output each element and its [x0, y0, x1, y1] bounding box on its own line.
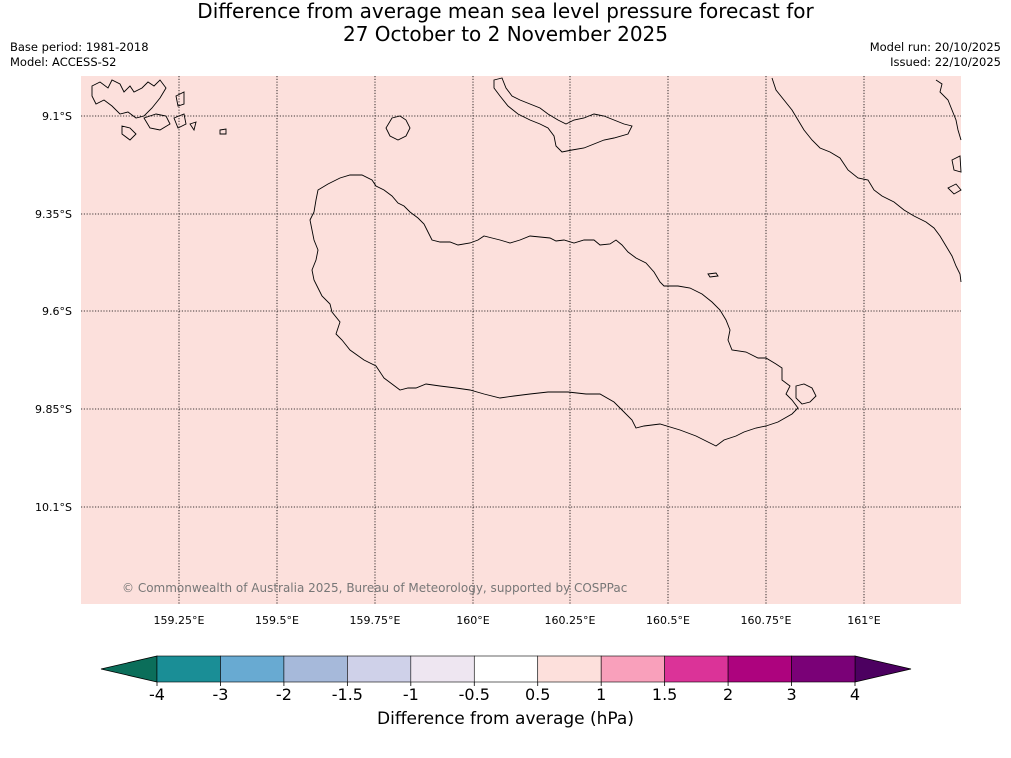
- colorbar-tick-label: -1.5: [332, 685, 363, 704]
- coastline-islet-nw-2: [143, 113, 171, 131]
- base-period: Base period: 1981-2018: [10, 40, 149, 54]
- coastline-savo: [385, 115, 411, 141]
- coastline-northwest-islands: [91, 79, 167, 119]
- lat-label: 10.1°S: [35, 501, 72, 514]
- colorbar-tick-label: -1: [403, 685, 419, 704]
- colorbar-tick-label: 2: [723, 685, 733, 704]
- colorbar-segment: [220, 655, 285, 683]
- coastline-malaita-east-3: [947, 183, 962, 195]
- lat-label: 9.35°S: [35, 208, 72, 221]
- coastline-islet-nw-4: [175, 91, 185, 107]
- coastline-islet-nw-3: [173, 113, 187, 129]
- meta-right: Model run: 20/10/2025 Issued: 22/10/2025: [870, 40, 1001, 70]
- longitude-labels: 159.25°E 159.5°E 159.75°E 160°E 160.25°E 160.…: [154, 614, 881, 627]
- lon-label: 160°E: [456, 614, 489, 627]
- chart-title: Difference from average mean sea level p…: [0, 0, 1011, 46]
- title-line-2: 27 October to 2 November 2025: [342, 22, 669, 46]
- lon-label: 159.25°E: [154, 614, 205, 627]
- colorbar: [100, 655, 912, 686]
- coastline-islet-nw-1: [121, 125, 137, 141]
- coastline-malaita: [771, 77, 962, 283]
- colorbar-segment: [283, 655, 348, 683]
- coastline-islet-nw-6: [219, 128, 227, 135]
- coastline-guadalcanal: [309, 174, 799, 447]
- colorbar-tick-label: -4: [149, 685, 165, 704]
- coastline-malaita-east-2: [951, 155, 962, 173]
- colorbar-tick-label: -0.5: [459, 685, 490, 704]
- coastline-malaita-east: [935, 79, 962, 141]
- lon-label: 160.25°E: [545, 614, 596, 627]
- coastline-islet: [707, 272, 719, 278]
- colorbar-tick-label: -2: [276, 685, 292, 704]
- lon-label: 161°E: [847, 614, 880, 627]
- lon-label: 160.75°E: [741, 614, 792, 627]
- colorbar-segment: [664, 655, 729, 683]
- colorbar-label: Difference from average (hPa): [377, 709, 634, 729]
- lat-label: 9.1°S: [42, 110, 72, 123]
- colorbar-segment: [473, 655, 539, 683]
- title-line-1: Difference from average mean sea level p…: [197, 0, 814, 23]
- colorbar-tick-label: 1: [596, 685, 606, 704]
- coastline-islet-nw-5: [189, 121, 197, 132]
- colorbar-segment: [791, 655, 856, 683]
- coastlines: [91, 77, 962, 447]
- colorbar-segment: [727, 655, 792, 683]
- map-background: [81, 76, 961, 604]
- colorbar-segment: [600, 655, 665, 683]
- colorbar-segment: [537, 655, 602, 683]
- lon-label: 160.5°E: [646, 614, 690, 627]
- issued-date: Issued: 22/10/2025: [890, 55, 1001, 69]
- model-name: Model: ACCESS-S2: [10, 55, 117, 69]
- model-run: Model run: 20/10/2025: [869, 40, 1001, 54]
- lon-label: 159.5°E: [255, 614, 299, 627]
- lon-label: 159.75°E: [350, 614, 401, 627]
- coastline-nggela: [493, 77, 633, 153]
- colorbar-segment: [347, 655, 412, 683]
- latitude-labels: 9.1°S 9.35°S 9.6°S 9.85°S 10.1°S: [35, 110, 72, 514]
- graticule: [81, 76, 961, 604]
- lat-label: 9.6°S: [42, 305, 72, 318]
- coastline-small-island-east: [795, 383, 817, 405]
- colorbar-tick-label: 1.5: [652, 685, 677, 704]
- colorbar-segment: [156, 655, 221, 683]
- colorbar-segment: [410, 655, 475, 683]
- copyright-text: © Commonwealth of Australia 2025, Bureau…: [122, 581, 627, 595]
- colorbar-extend-low: [100, 655, 158, 683]
- colorbar-tick-label: 3: [786, 685, 796, 704]
- colorbar-extend-high: [854, 655, 912, 683]
- colorbar-tick-label: 4: [850, 685, 860, 704]
- meta-left: Base period: 1981-2018 Model: ACCESS-S2: [10, 40, 149, 70]
- colorbar-tick-labels: -4 -3 -2 -1.5 -1 -0.5 0.5 1 1.5 2 3 4: [149, 685, 860, 704]
- colorbar-tick-label: -3: [212, 685, 228, 704]
- colorbar-tick-label: 0.5: [525, 685, 550, 704]
- lat-label: 9.85°S: [35, 403, 72, 416]
